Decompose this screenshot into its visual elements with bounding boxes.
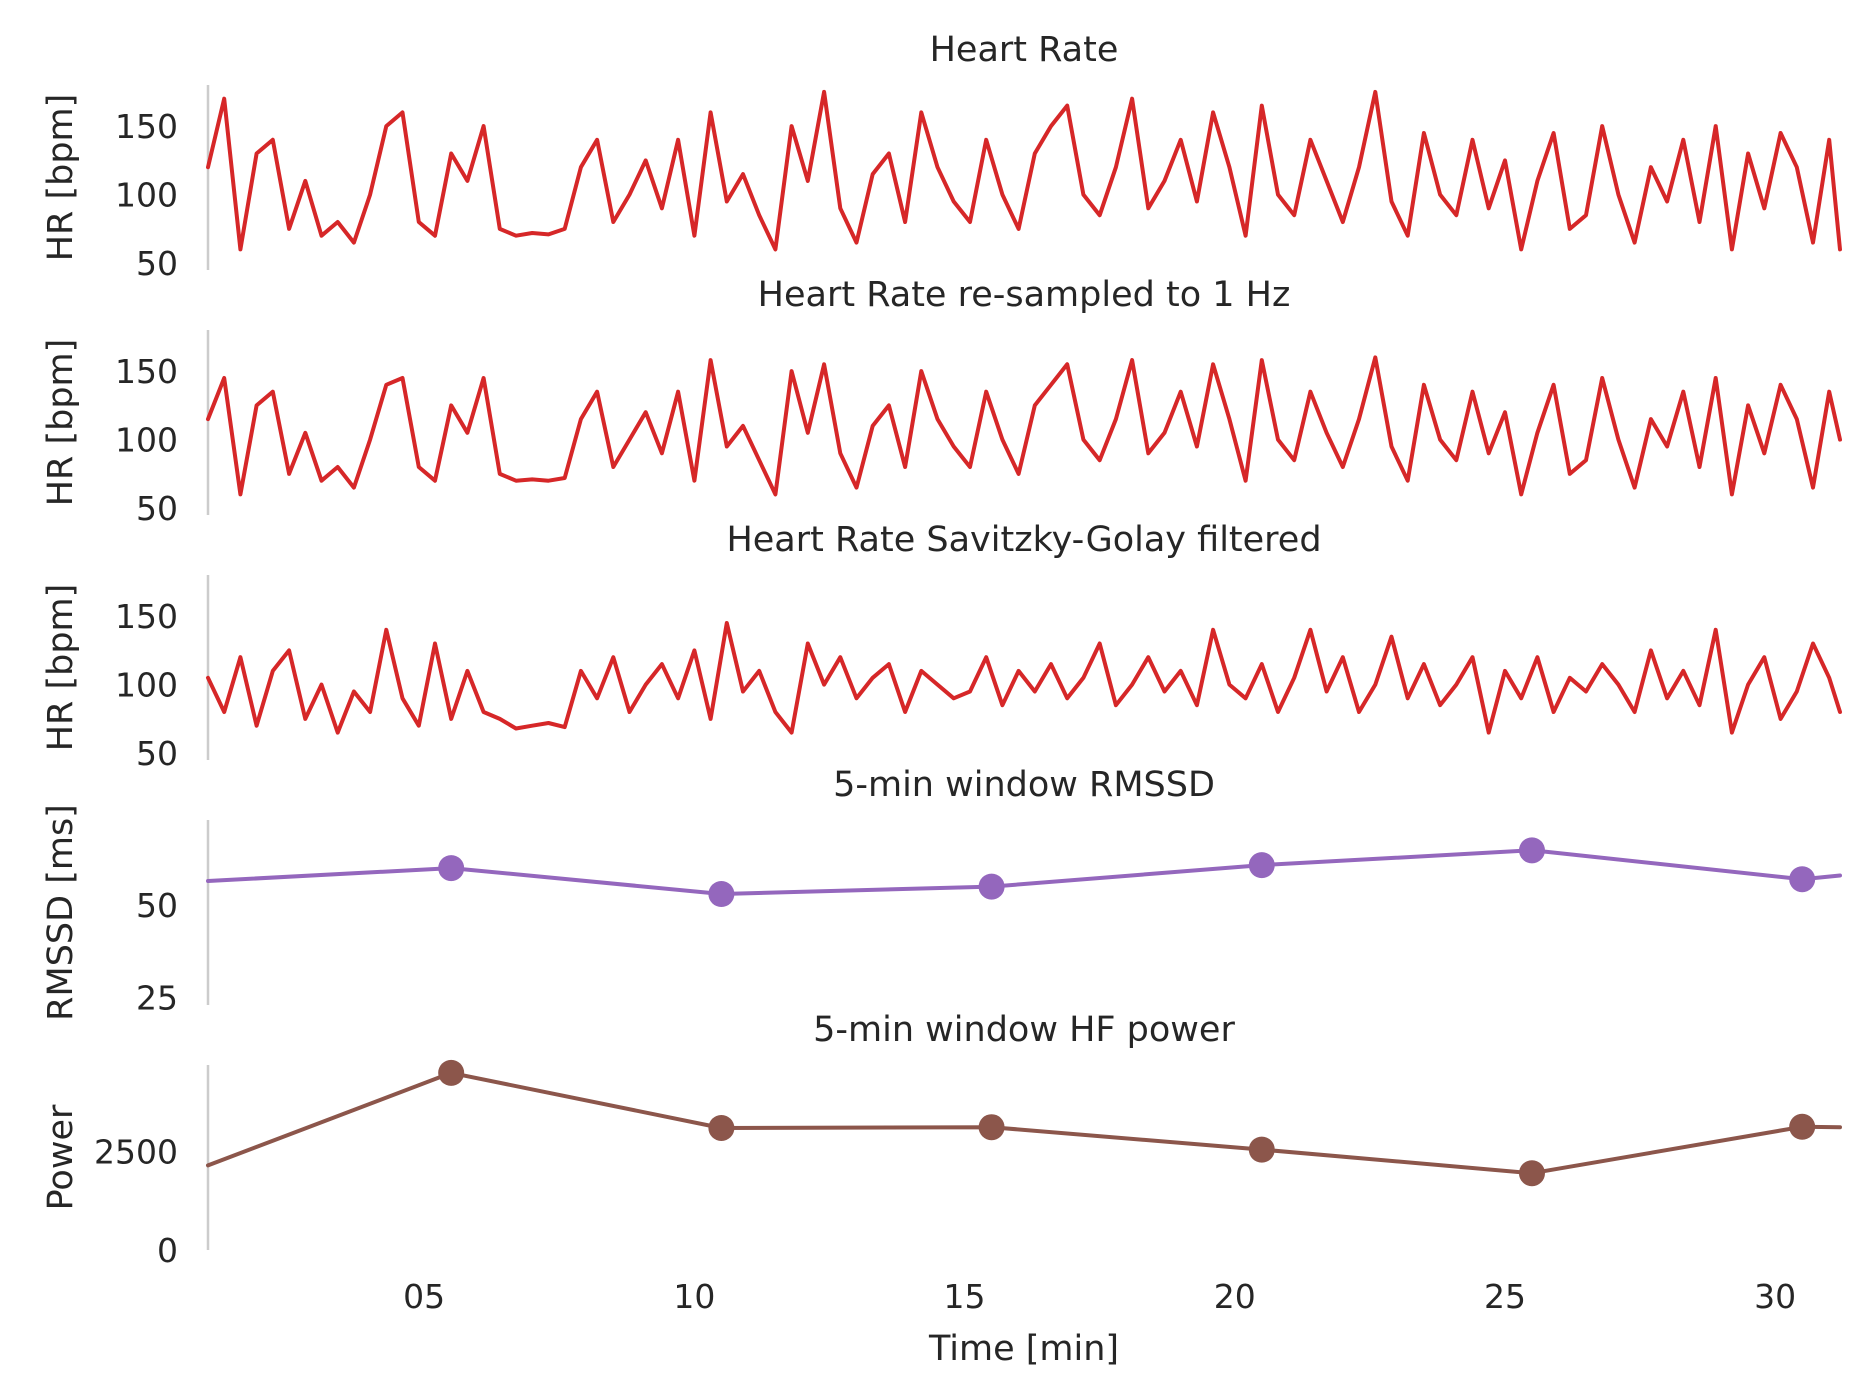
- panel-title: 5-min window RMSSD: [833, 765, 1215, 805]
- y-tick-label: 150: [115, 107, 178, 146]
- y-tick-label: 0: [157, 1231, 178, 1270]
- series-line: [206, 1070, 1842, 1176]
- data-point: [438, 1059, 465, 1086]
- data-point: [1789, 1113, 1816, 1140]
- panel-title: Heart Rate Savitzky-Golay filtered: [726, 520, 1321, 560]
- data-point: [1789, 866, 1816, 893]
- y-tick-label: 50: [136, 244, 178, 283]
- y-tick-label: 50: [136, 886, 178, 925]
- panel-3: Heart Rate Savitzky-Golay filtered 50 100 1…: [41, 520, 1842, 773]
- y-tick-label: 150: [115, 597, 178, 636]
- series-line: [206, 621, 1842, 735]
- panel-5: 5-min window HF power 0 2500 Power 05 10 15 20 2…: [41, 1010, 1842, 1369]
- panel-4: 5-min window RMSSD 25 50 RMSSD [ms]: [41, 765, 1842, 1021]
- series-line: [206, 89, 1842, 252]
- y-axis-label: HR [bpm]: [41, 339, 81, 507]
- panel-title: 5-min window HF power: [813, 1010, 1235, 1050]
- panel-2: Heart Rate re-sampled to 1 Hz 50 100 150 HR …: [41, 275, 1842, 528]
- y-axis-label: Power: [41, 1104, 81, 1210]
- y-tick-label: 150: [115, 352, 178, 391]
- data-point: [438, 855, 465, 882]
- data-point: [1518, 1160, 1545, 1187]
- data-point: [1248, 852, 1275, 879]
- y-axis-label: HR [bpm]: [41, 94, 81, 262]
- y-axis-label: RMSSD [ms]: [41, 804, 81, 1021]
- panel-title: Heart Rate: [930, 30, 1119, 70]
- x-tick-label: 30: [1754, 1277, 1796, 1316]
- data-point: [708, 1114, 735, 1141]
- y-tick-label: 100: [115, 176, 178, 215]
- y-tick-label: 2500: [94, 1133, 178, 1172]
- data-point: [978, 1114, 1005, 1141]
- data-point: [1248, 1136, 1275, 1163]
- y-tick-label: 25: [136, 979, 178, 1018]
- series-line: [206, 355, 1842, 497]
- x-tick-label: 05: [403, 1277, 445, 1316]
- y-tick-label: 100: [115, 421, 178, 460]
- panel-1: Heart Rate 50 100 150 HR [bpm]: [41, 30, 1842, 283]
- data-point: [708, 881, 735, 907]
- y-tick-label: 50: [136, 734, 178, 773]
- y-tick-label: 50: [136, 489, 178, 528]
- data-point: [1518, 837, 1545, 864]
- panel-title: Heart Rate re-sampled to 1 Hz: [758, 275, 1291, 315]
- series-line: [206, 848, 1842, 896]
- x-tick-label: 10: [673, 1277, 715, 1316]
- data-point: [978, 873, 1005, 900]
- y-tick-label: 100: [115, 666, 178, 705]
- x-axis-label: Time [min]: [928, 1329, 1119, 1369]
- x-tick-label: 25: [1484, 1277, 1526, 1316]
- x-tick-label: 15: [944, 1277, 986, 1316]
- x-tick-label: 20: [1214, 1277, 1256, 1316]
- y-axis-label: HR [bpm]: [41, 584, 81, 752]
